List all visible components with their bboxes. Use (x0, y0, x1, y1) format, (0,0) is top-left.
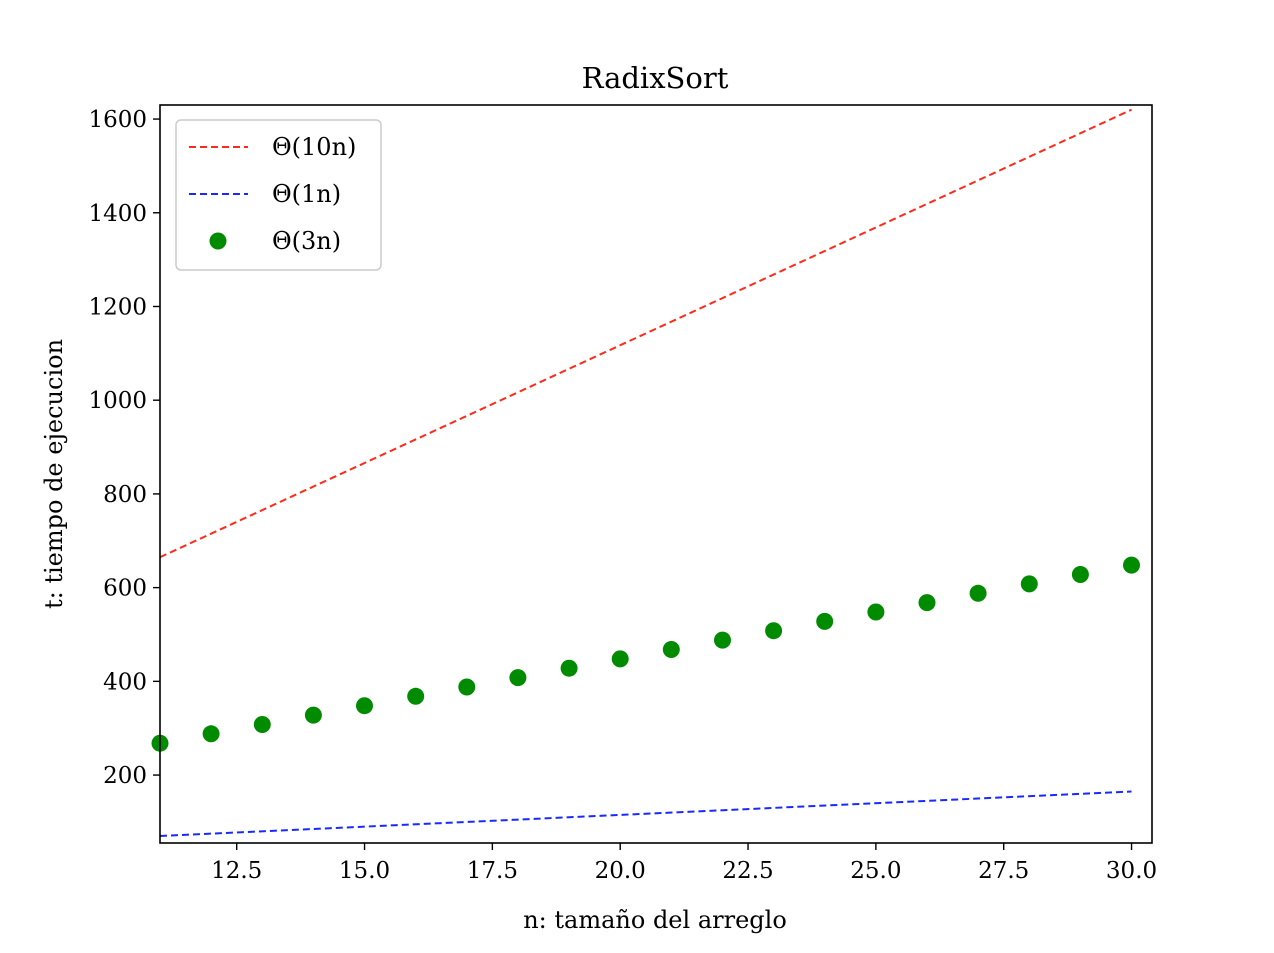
y-axis-label: t: tiempo de ejecucion (40, 339, 68, 609)
data-point (560, 659, 578, 677)
legend-label: Θ(10n) (272, 133, 356, 161)
legend-label: Θ(3n) (272, 227, 341, 255)
y-tick-label: 600 (103, 576, 147, 602)
data-point (1123, 556, 1140, 574)
x-axis-label: n: tamaño del arreglo (523, 906, 787, 934)
series-line-0 (159, 108, 1132, 559)
x-tick-label: 30.0 (1106, 858, 1157, 884)
y-tick-label: 1400 (88, 201, 147, 227)
legend-swatch-marker (209, 232, 227, 250)
data-point (253, 716, 271, 733)
x-tick-label: 12.5 (211, 858, 262, 884)
chart-title: RadixSort (582, 61, 729, 95)
y-tick-label: 800 (103, 482, 147, 508)
legend: Θ(10n) Θ(1n) Θ(3n) (175, 119, 382, 271)
y-tick-label: 200 (103, 763, 147, 789)
y-tick-label: 400 (103, 669, 147, 695)
y-tick-label: 1000 (88, 388, 147, 414)
data-point (407, 687, 425, 705)
data-point (662, 641, 680, 658)
data-point (304, 706, 322, 724)
data-point (509, 669, 527, 687)
x-tick-label: 22.5 (722, 858, 773, 884)
plot-frame (159, 104, 1153, 844)
x-axis-ticks: 12.5 15.0 17.5 20.0 22.5 25.0 27.5 30.0 (211, 843, 1157, 884)
x-tick-label: 20.0 (595, 858, 646, 884)
data-point (918, 594, 936, 612)
series-line-1 (159, 790, 1132, 837)
data-point (202, 725, 220, 743)
data-point (816, 612, 834, 630)
y-tick-label: 1200 (88, 294, 147, 320)
data-point (1020, 575, 1038, 593)
data-point (458, 678, 476, 696)
data-point (356, 697, 373, 715)
data-point (714, 631, 731, 649)
legend-label: Θ(1n) (272, 180, 341, 208)
x-tick-label: 17.5 (467, 858, 518, 884)
data-point (765, 622, 783, 640)
y-tick-label: 1600 (88, 107, 147, 133)
data-point (611, 650, 629, 668)
x-tick-label: 25.0 (850, 858, 901, 884)
data-point (867, 603, 885, 621)
legend-frame (175, 119, 382, 271)
data-point (1071, 566, 1089, 583)
data-point (969, 584, 987, 602)
x-tick-label: 15.0 (339, 858, 390, 884)
y-axis-ticks: 200 400 600 800 1000 1200 1400 1600 (88, 107, 160, 789)
plot-marks (151, 108, 1140, 837)
x-tick-label: 27.5 (978, 858, 1029, 884)
